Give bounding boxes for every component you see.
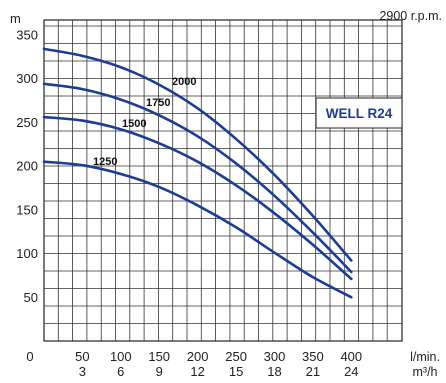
y-tick-label: 300 — [16, 71, 38, 86]
x-tick-label-lmin: 350 — [302, 349, 324, 364]
y-axis-ticks: 50 100 150 200 250 300 350 — [16, 27, 38, 304]
y-tick-label: 50 — [24, 290, 38, 305]
x-tick-label-lmin: 50 — [75, 349, 89, 364]
speed-label: 2900 r.p.m. — [379, 9, 442, 23]
curve-1750 — [42, 82, 353, 274]
x-tick-label-lmin: 100 — [110, 349, 132, 364]
model-badge: WELL R24 — [315, 97, 403, 129]
y-tick-label: 250 — [16, 115, 38, 130]
x-tick-label-m3h: 21 — [306, 364, 320, 379]
x-tick-label-m3h: 6 — [117, 364, 124, 379]
x-unit-m3h: m³/h — [413, 365, 438, 379]
curve-label-2000: 2000 — [172, 76, 196, 88]
x-unit-lmin: l/min. — [410, 350, 440, 364]
curve-label-1500: 1500 — [122, 118, 146, 130]
x-tick-label-lmin: 400 — [340, 349, 362, 364]
x-tick-label-lmin: 150 — [148, 349, 170, 364]
x-tick-label-m3h: 24 — [344, 364, 358, 379]
x-tick-label-m3h: 12 — [190, 364, 204, 379]
x-tick-label-m3h: 9 — [156, 364, 163, 379]
curve-1250 — [42, 160, 353, 299]
model-title: WELL R24 — [326, 106, 393, 121]
y-tick-label: 350 — [16, 27, 38, 42]
y-tick-label: 100 — [16, 246, 38, 261]
x-origin-label: 0 — [26, 349, 33, 364]
curve-label-1250: 1250 — [93, 156, 117, 168]
model-badge-box — [315, 97, 403, 129]
y-tick-label: 200 — [16, 159, 38, 174]
curve-1500 — [42, 115, 353, 281]
chart-curves — [42, 47, 353, 299]
y-tick-label: 150 — [16, 202, 38, 217]
chart-grid — [43, 19, 403, 342]
x-tick-label-m3h: 15 — [229, 364, 243, 379]
curve-label-1750: 1750 — [146, 97, 170, 109]
plot-frame — [43, 19, 403, 342]
curve-2000 — [42, 47, 353, 262]
x-tick-label-lmin: 200 — [187, 349, 209, 364]
x-tick-label-lmin: 250 — [225, 349, 247, 364]
x-tick-label-lmin: 300 — [264, 349, 286, 364]
x-tick-label-m3h: 18 — [267, 364, 281, 379]
y-axis-label: m — [10, 11, 21, 26]
x-tick-label-m3h: 3 — [79, 364, 86, 379]
